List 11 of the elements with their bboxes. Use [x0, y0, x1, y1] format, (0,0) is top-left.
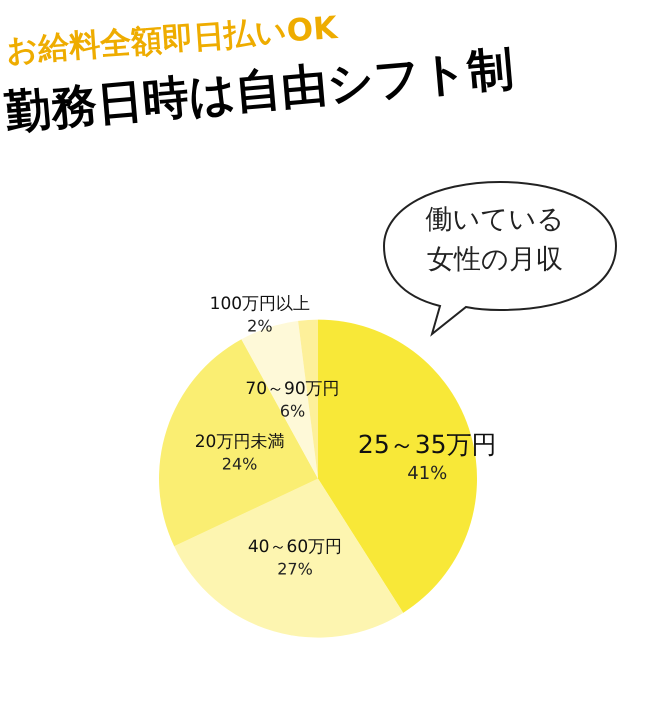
slice-label: 40～60万円	[248, 536, 342, 557]
data-label: 2%	[247, 316, 273, 336]
data-label: 41%	[407, 463, 448, 484]
slice-label: 25～35万円	[358, 430, 497, 460]
slice-label: 100万円以上	[210, 294, 310, 314]
data-label: 27%	[277, 559, 313, 578]
data-label: 24%	[222, 454, 258, 474]
slice-label: 70～90万円	[245, 379, 340, 400]
data-label: 6%	[280, 402, 306, 421]
slice-label: 20万円未満	[194, 432, 284, 452]
text: 働いている女性の月収	[424, 203, 566, 277]
